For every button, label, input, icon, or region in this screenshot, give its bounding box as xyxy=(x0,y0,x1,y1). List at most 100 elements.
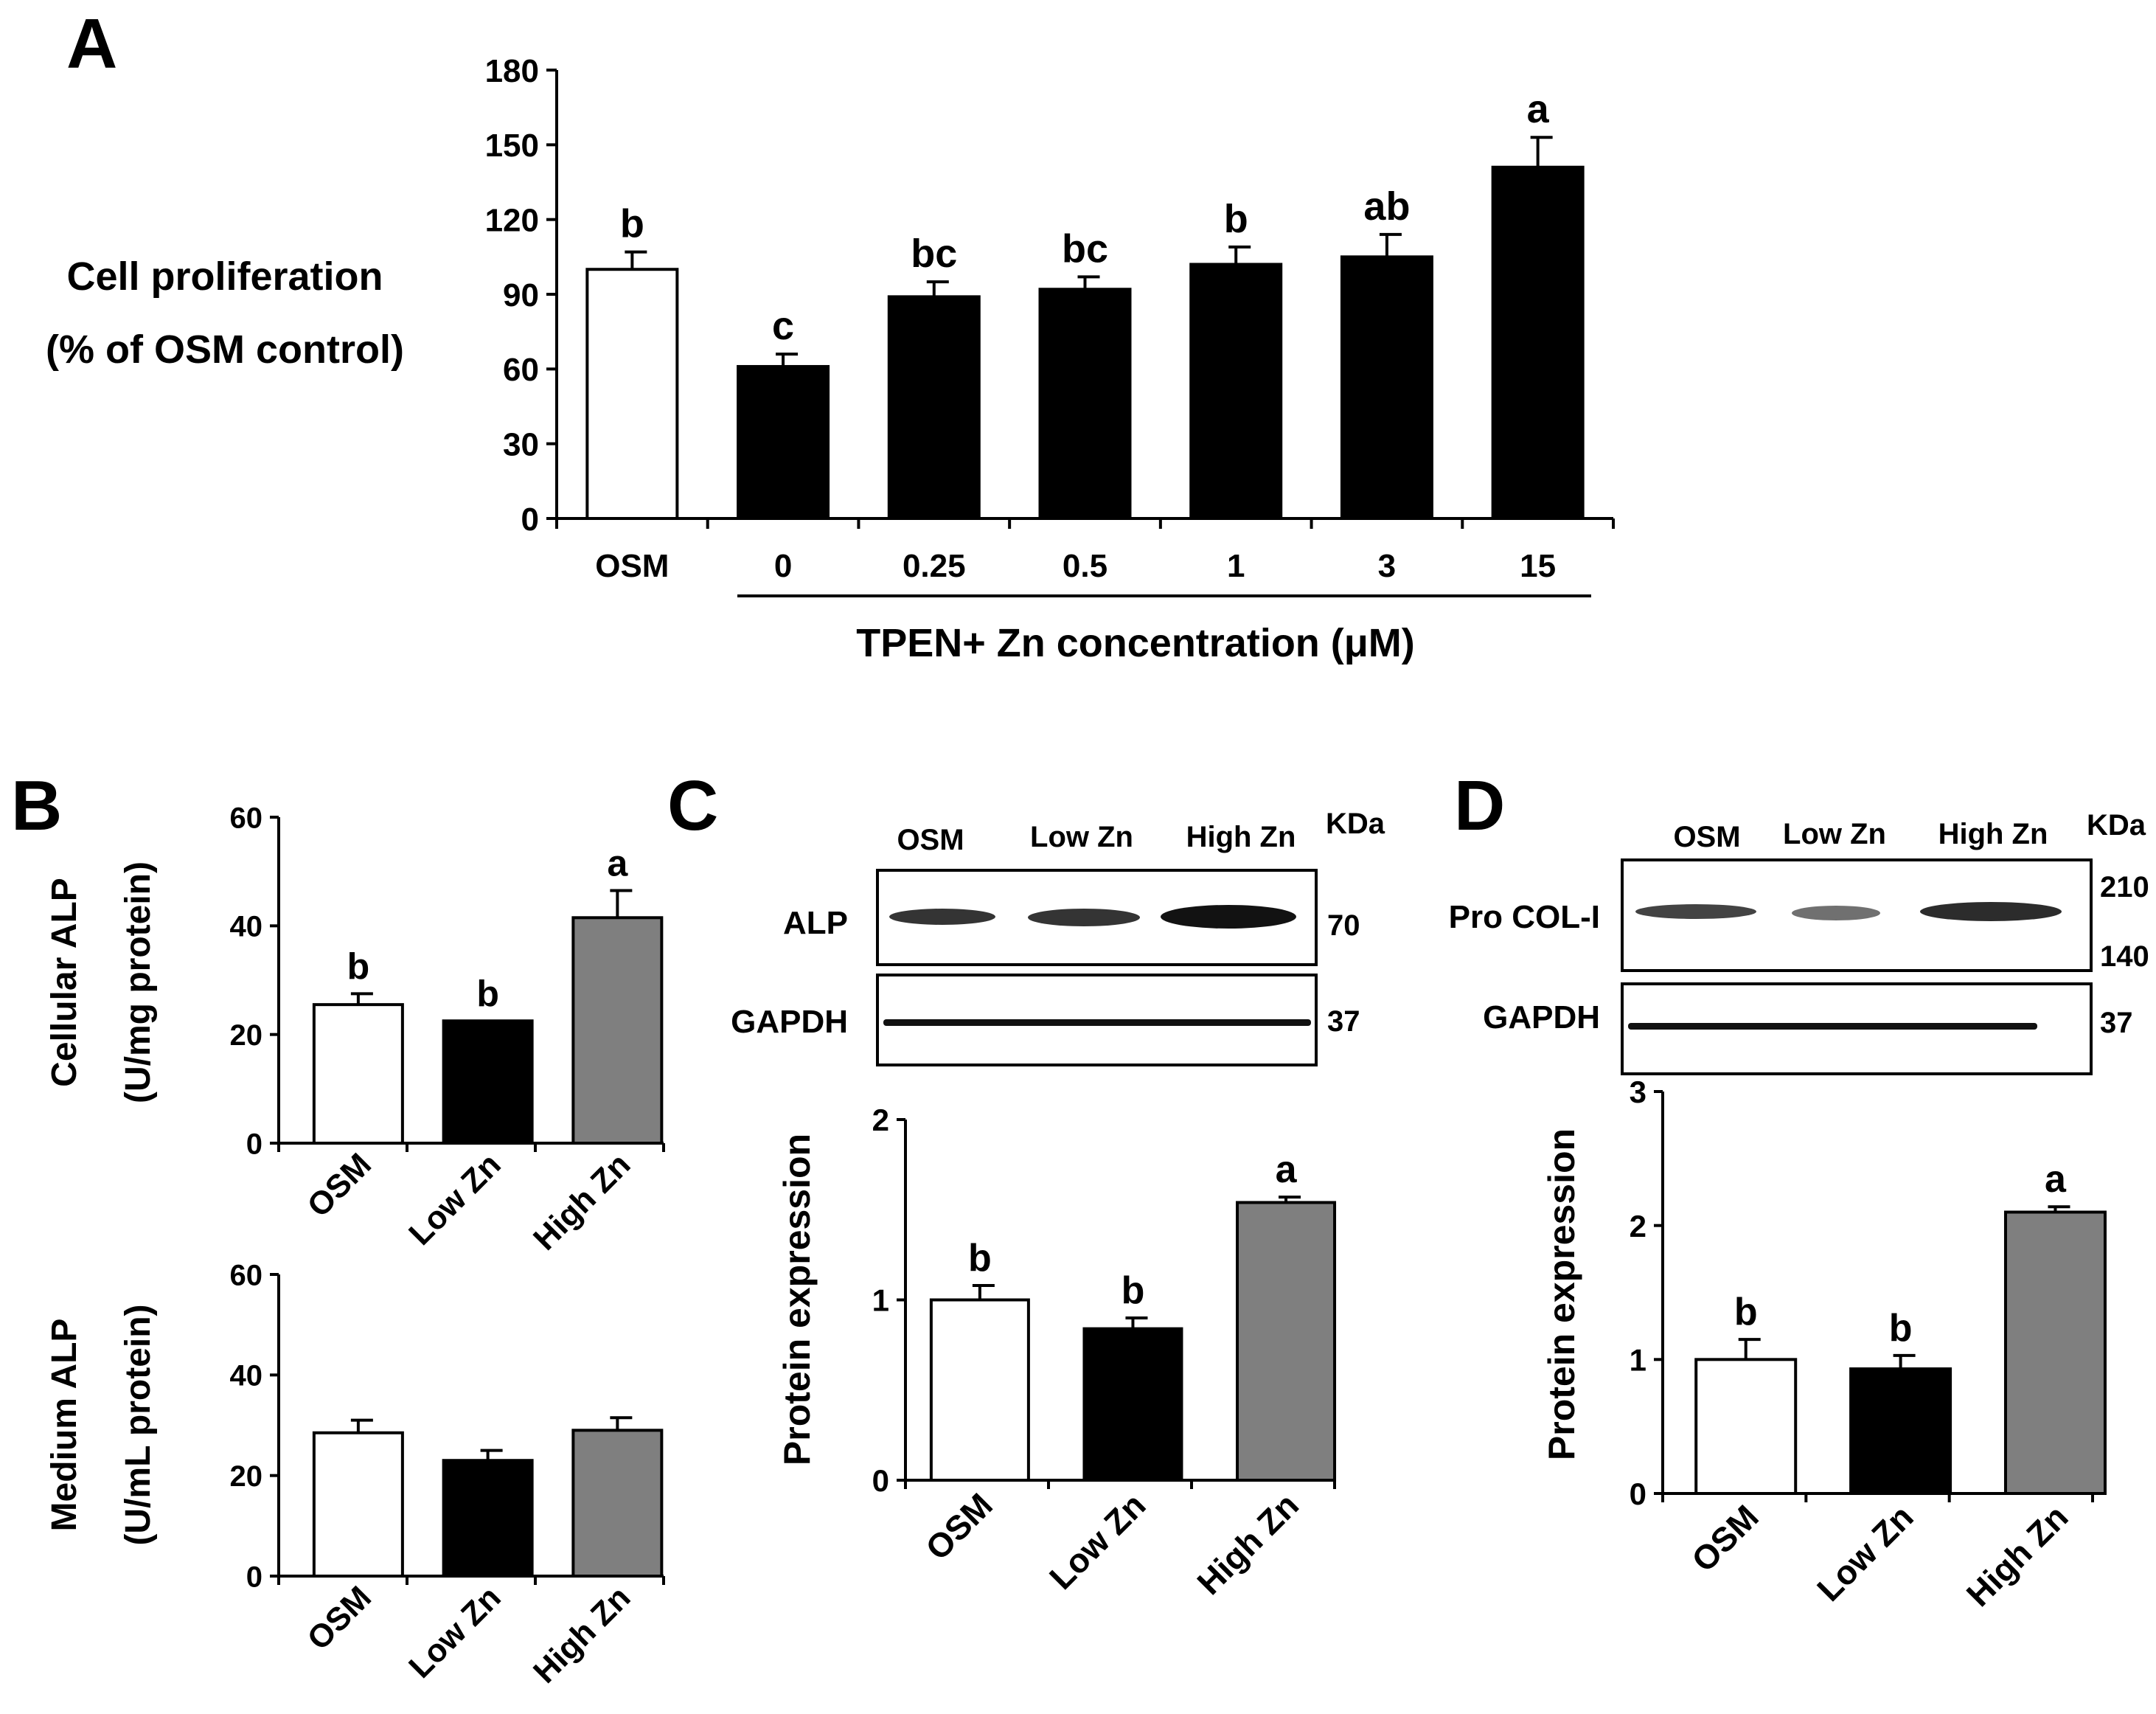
bar-b2-0 xyxy=(312,1431,404,1578)
x-tick-label-b2: High Zn xyxy=(526,1579,637,1690)
y-tick-label-a: 120 xyxy=(485,203,539,239)
significance-letter-c: b xyxy=(1122,1269,1145,1312)
significance-letter-b1: b xyxy=(347,946,370,987)
bar-a-3 xyxy=(1038,288,1132,520)
significance-letter-a: bc xyxy=(1062,226,1108,271)
panel-label-a: A xyxy=(66,4,117,83)
panel-label-d: D xyxy=(1454,766,1505,845)
x-tick-label-d: OSM xyxy=(1684,1497,1766,1579)
blot-c-alp-band-high-zn xyxy=(1161,905,1296,929)
x-tick-label-a: 0 xyxy=(774,548,792,584)
chart-b-medium-alp: 0 20 40 60 OSM Low Zn High Zn Medium ALP (U/mL p… xyxy=(45,1259,665,1690)
blot-d-row-procol: Pro COL-I xyxy=(1449,899,1600,935)
panel-label-b: B xyxy=(11,766,62,845)
x-tick-label-d: High Zn xyxy=(1959,1497,2076,1614)
x-tick-label-b1: Low Zn xyxy=(402,1146,508,1252)
blot-c-alp-band-low-zn xyxy=(1028,909,1140,926)
y-tick-label-c: 0 xyxy=(872,1463,889,1498)
significance-letter-c: b xyxy=(968,1237,992,1280)
significance-letter-b1: b xyxy=(476,973,499,1014)
y-axis-title-a: Cell proliferation xyxy=(66,254,383,299)
blot-c-row-gapdh: GAPDH xyxy=(731,1004,848,1040)
x-tick-label-a: 1 xyxy=(1227,548,1245,584)
blot-c-alp-band-osm xyxy=(889,909,995,925)
bar-b2-2 xyxy=(571,1429,664,1578)
x-tick-label-a: 0.25 xyxy=(903,548,966,584)
y-tick-label-d: 1 xyxy=(1630,1342,1646,1377)
significance-letter-b1: a xyxy=(607,842,628,884)
blot-c-gapdh-band xyxy=(883,1019,1311,1026)
bar-a-5 xyxy=(1340,255,1433,520)
y-tick-label-d: 3 xyxy=(1630,1075,1646,1109)
significance-letter-a: ab xyxy=(1363,184,1410,229)
x-tick-label-b2: Low Zn xyxy=(402,1579,508,1685)
blot-d-procol-band-high-zn xyxy=(1920,902,2062,921)
blot-c-col-osm: OSM xyxy=(897,824,964,856)
bar-b1-0 xyxy=(312,1003,404,1145)
blot-d-procol-band-low-zn xyxy=(1792,906,1880,920)
significance-letter-d: b xyxy=(1734,1291,1758,1333)
y-tick-label-a: 0 xyxy=(521,502,539,538)
y-tick-label-c: 2 xyxy=(872,1103,889,1137)
blot-d-row-gapdh: GAPDH xyxy=(1483,999,1600,1035)
y-axis-title-d: Protein expression xyxy=(1541,1128,1582,1460)
y-tick-label-b1: 40 xyxy=(230,911,263,943)
bar-b1-2 xyxy=(571,916,664,1145)
x-tick-label-a: 0.5 xyxy=(1063,548,1107,584)
bar-c-2 xyxy=(1236,1201,1337,1482)
significance-letter-a: c xyxy=(772,304,794,348)
x-tick-label-a: 15 xyxy=(1520,548,1556,584)
blot-d-col-osm: OSM xyxy=(1673,821,1740,853)
y-tick-label-b1: 0 xyxy=(246,1128,262,1160)
bar-c-1 xyxy=(1082,1327,1183,1482)
x-tick-label-a: 3 xyxy=(1378,548,1396,584)
blot-d-procol-band-osm xyxy=(1635,904,1756,919)
chart-c-protein-expression: 0 1 2 b OSM b Low Zn a High Zn Protein expression xyxy=(776,1103,1337,1602)
blot-d-gapdh-band xyxy=(1628,1023,2037,1030)
x-tick-label-c: High Zn xyxy=(1189,1485,1306,1602)
blot-d-marker-37: 37 xyxy=(2100,1007,2133,1039)
significance-letter-a: a xyxy=(1527,87,1550,131)
y-axis-title-b1: Cellular ALP xyxy=(45,878,84,1087)
y-axis-title-b1: (U/mg protein) xyxy=(119,861,158,1103)
x-tick-label-c: OSM xyxy=(918,1485,1000,1567)
bar-b1-1 xyxy=(442,1019,534,1145)
blot-c-col-high-zn: High Zn xyxy=(1186,821,1296,853)
x-axis-title-a: TPEN+ Zn concentration (μM) xyxy=(856,621,1415,665)
blot-c-kda-header: KDa xyxy=(1326,808,1385,840)
blot-c-marker-70: 70 xyxy=(1327,909,1360,942)
y-axis-title-b2: (U/mL protein) xyxy=(119,1304,158,1545)
y-axis-title-a: (% of OSM control) xyxy=(46,327,404,372)
x-tick-label-b1: High Zn xyxy=(526,1146,637,1257)
significance-letter-d: b xyxy=(1889,1307,1913,1350)
bar-b2-1 xyxy=(442,1459,534,1578)
y-tick-label-d: 2 xyxy=(1630,1209,1646,1243)
chart-b-cellular-alp: 0 20 40 60 b OSM b Low Zn a High Zn Cellular ALP (U… xyxy=(45,802,665,1257)
blot-d-marker-140: 140 xyxy=(2100,940,2149,973)
y-tick-label-b2: 20 xyxy=(230,1460,263,1493)
x-tick-label-b2: OSM xyxy=(300,1579,378,1657)
y-tick-label-a: 30 xyxy=(503,427,539,463)
bar-d-0 xyxy=(1694,1358,1798,1496)
western-blot-d: OSM Low Zn High Zn KDa Pro COL-I 210 140… xyxy=(1449,809,2149,1075)
blot-d-marker-210: 210 xyxy=(2100,871,2149,903)
blot-c-col-low-zn: Low Zn xyxy=(1030,821,1133,853)
significance-letter-c: a xyxy=(1276,1148,1298,1191)
bar-d-1 xyxy=(1849,1367,1952,1496)
bar-a-2 xyxy=(887,295,981,520)
significance-letter-d: a xyxy=(2045,1158,2067,1201)
bar-a-0 xyxy=(585,268,679,520)
significance-letter-a: bc xyxy=(911,232,957,276)
y-tick-label-b2: 60 xyxy=(230,1259,263,1291)
y-tick-label-b1: 60 xyxy=(230,802,263,834)
blot-c-marker-37: 37 xyxy=(1327,1005,1360,1038)
bar-a-6 xyxy=(1491,165,1585,520)
blot-c-row-alp: ALP xyxy=(783,905,848,941)
chart-d-protein-expression: 0 1 2 3 b OSM b Low Zn a High Zn Protein expressio… xyxy=(1541,1075,2107,1614)
y-tick-label-c: 1 xyxy=(872,1283,889,1318)
y-tick-label-b2: 0 xyxy=(246,1561,262,1593)
y-tick-label-b1: 20 xyxy=(230,1019,263,1052)
significance-letter-a: b xyxy=(1224,197,1248,241)
western-blot-c: OSM Low Zn High Zn KDa ALP 70 GAPDH 37 xyxy=(731,808,1385,1066)
